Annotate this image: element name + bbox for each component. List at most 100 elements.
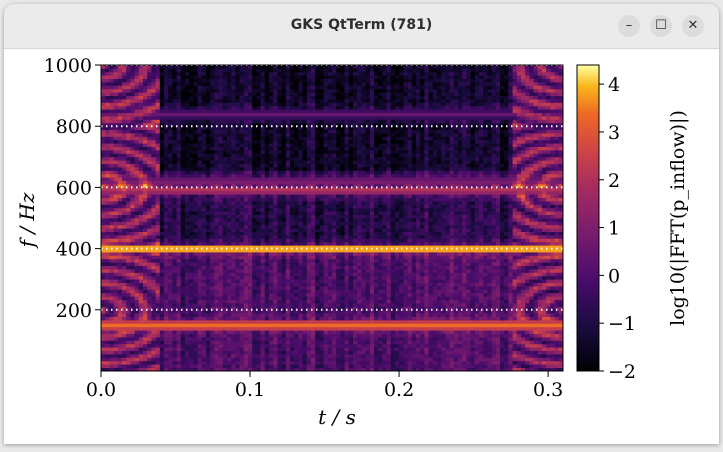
heatmap-cell [260,238,266,243]
heatmap-cell [172,92,177,96]
heatmap-cell [260,167,266,171]
heatmap-cell [126,122,131,127]
heatmap-cell [164,241,169,246]
heatmap-cell [273,262,278,266]
minimize-button[interactable]: – [618,15,640,37]
heatmap-cell [239,320,245,324]
heatmap-cell [239,88,245,93]
heatmap-cell [122,143,127,147]
heatmap-cell [323,228,329,232]
heatmap-cell [113,354,119,358]
heatmap-cell [185,275,190,280]
heatmap-cell [256,180,261,185]
heatmap-cell [214,211,219,215]
heatmap-cell [302,126,308,130]
heatmap-cell [231,109,236,113]
heatmap-cell [138,360,144,365]
heatmap-cell [260,197,266,202]
heatmap-cell [285,180,291,185]
heatmap-cell [155,68,161,73]
heatmap-cell [277,228,282,232]
heatmap-cell [277,207,282,212]
heatmap-cell [243,258,249,263]
heatmap-cell [323,279,329,283]
heatmap-cell [256,160,261,164]
heatmap-cell [235,279,240,283]
heatmap-cell [134,190,140,195]
heatmap-cell [243,207,249,212]
close-button[interactable]: ✕ [682,15,704,37]
heatmap-cell [227,275,232,280]
heatmap-cell [185,252,190,256]
heatmap-cell [273,136,278,141]
heatmap-cell [105,282,110,287]
heatmap-cell [315,139,320,144]
heatmap-cell [222,95,228,100]
heatmap-cell [319,105,324,110]
heatmap-cell [252,78,257,83]
heatmap-cell [206,279,211,283]
heatmap-cell [117,238,123,243]
heatmap-cell [134,167,140,171]
heatmap-cell [117,146,123,151]
heatmap-cell [264,211,270,215]
heatmap-cell [298,235,303,239]
heatmap-cell [180,194,186,198]
heatmap-cell [180,286,186,290]
heatmap-cell [176,347,182,351]
heatmap-cell [290,82,295,86]
heatmap-cell [105,214,110,219]
heatmap-cell [117,71,123,76]
heatmap-cell [273,282,278,287]
heatmap-cell [227,99,232,103]
heatmap-cell [130,238,135,243]
heatmap-cell [189,364,194,368]
heatmap-cell [277,245,282,249]
heatmap-cell [260,102,266,107]
heatmap-cell [130,177,135,181]
heatmap-cell [285,99,291,103]
heatmap-cell [189,231,194,236]
heatmap-cell [189,150,194,154]
heatmap-cell [243,255,249,260]
heatmap-cell [269,347,274,351]
heatmap-cell [151,333,156,338]
title-bar[interactable]: GKS QtTerm (781) – ☐ ✕ [4,4,719,49]
heatmap-cell [252,228,257,232]
heatmap-cell [101,269,106,273]
heatmap-cell [206,122,211,127]
heatmap-cell [172,82,177,86]
heatmap-cell [294,187,299,192]
heatmap-cell [298,320,303,324]
heatmap-cell [185,272,190,277]
maximize-button[interactable]: ☐ [650,15,672,37]
heatmap-cell [193,279,198,283]
heatmap-cell [109,238,114,243]
heatmap-cell [197,156,203,161]
heatmap-cell [126,85,131,90]
heatmap-cell [327,367,333,372]
heatmap-cell [214,228,219,232]
heatmap-cell [243,309,249,314]
heatmap-cell [248,85,253,90]
heatmap-cell [214,170,219,175]
heatmap-cell [285,150,291,154]
heatmap-cell [306,173,312,178]
heatmap-cell [101,68,106,73]
heatmap-cell [164,177,169,181]
heatmap-cell [285,75,291,79]
heatmap-cell [210,190,215,195]
heatmap-cell [218,296,224,300]
heatmap-cell [134,102,140,107]
heatmap-cell [155,180,161,185]
heatmap-cell [235,68,240,73]
heatmap-cell [243,228,249,232]
heatmap-cell [235,95,240,100]
heatmap-cell [126,129,131,134]
heatmap-cell [122,313,127,317]
heatmap-cell [315,367,320,372]
heatmap-cell [210,323,215,328]
heatmap-cell [298,228,303,232]
heatmap-cell [306,289,312,294]
heatmap-cell [319,139,324,144]
